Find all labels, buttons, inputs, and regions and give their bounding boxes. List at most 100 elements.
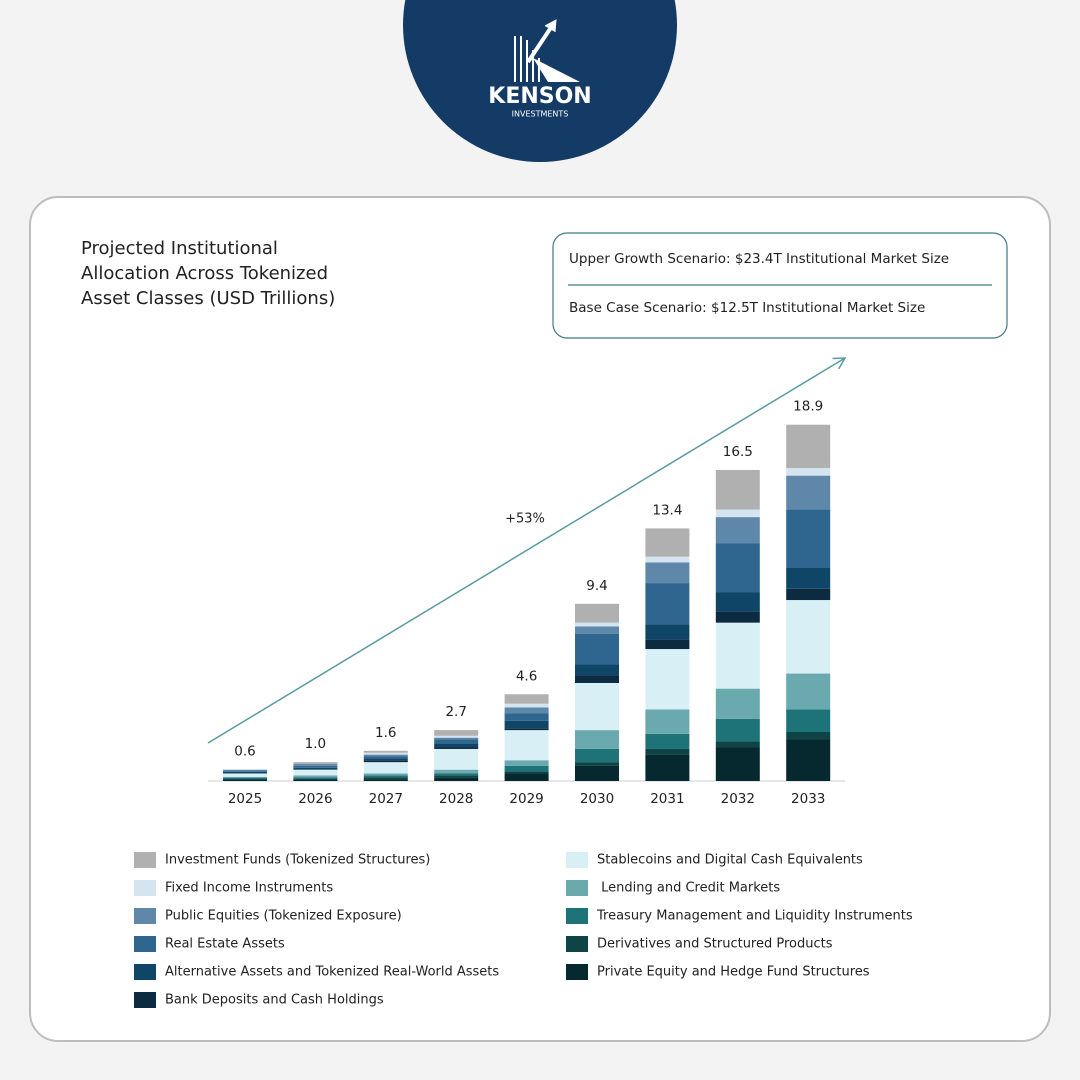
bar-segment	[575, 762, 619, 766]
legend-swatch	[134, 992, 156, 1008]
bar-segment	[434, 743, 479, 748]
logo-icon	[514, 19, 580, 82]
legend-label: Real Estate Assets	[165, 937, 285, 952]
bar-segment	[575, 626, 619, 634]
bar-segment	[715, 622, 760, 689]
legend-label: Private Equity and Hedge Fund Structures	[597, 965, 870, 980]
bar-segment	[504, 773, 549, 781]
bar-segment	[645, 624, 690, 640]
chart-title: Allocation Across Tokenized	[81, 263, 328, 284]
bar-segment	[645, 733, 690, 749]
bar-segment	[575, 675, 619, 683]
bar-segment	[715, 688, 760, 719]
bar-segment	[293, 764, 338, 766]
total-label: 13.4	[652, 502, 682, 518]
x-tick-label: 2030	[580, 791, 614, 807]
bar-segment	[363, 756, 408, 759]
bar-segment	[786, 709, 831, 732]
bar-segment	[786, 509, 831, 568]
legend-swatch	[566, 936, 588, 952]
bar-segment	[786, 731, 831, 740]
bar-segment	[504, 765, 549, 772]
bar-segment	[434, 747, 479, 749]
legend-swatch	[134, 852, 156, 868]
bar-segment	[363, 773, 408, 776]
bar-segment	[715, 718, 760, 742]
bar-segment	[786, 424, 831, 469]
bar-segment	[363, 775, 408, 778]
bar-segment	[786, 588, 831, 601]
legend-swatch	[566, 880, 588, 896]
bar-segment	[575, 682, 619, 731]
bar-segment	[363, 750, 408, 753]
bar-segment	[293, 775, 338, 778]
bar-segment	[575, 622, 619, 627]
bar-segment	[223, 777, 267, 780]
bar-segment	[363, 752, 408, 755]
bar-segment	[293, 779, 338, 781]
total-label: 4.6	[516, 668, 537, 684]
bar-segment	[786, 475, 831, 510]
legend-swatch	[134, 908, 156, 924]
bar-segment	[434, 773, 479, 776]
bar-segment	[223, 779, 267, 781]
bar-segment	[363, 762, 408, 774]
bar-segment	[504, 771, 549, 774]
total-label: 18.9	[793, 399, 823, 415]
logo-name: KENSON	[488, 84, 591, 109]
legend-swatch	[134, 964, 156, 980]
x-tick-label: 2026	[298, 791, 332, 807]
bar-segment	[645, 562, 690, 584]
bar-segment	[434, 730, 479, 736]
bar-segment	[645, 639, 690, 650]
bar-segment	[645, 709, 690, 734]
bar-segment	[715, 469, 760, 510]
bar-segment	[504, 694, 549, 704]
bar-segment	[645, 556, 690, 563]
bar-segment	[715, 611, 760, 623]
bar-segment	[363, 754, 408, 757]
legend-label: Alternative Assets and Tokenized Real-Wo…	[165, 965, 499, 980]
legend-label: Lending and Credit Markets	[597, 881, 780, 896]
legend-label: Derivatives and Structured Products	[597, 937, 833, 952]
bar-segment	[293, 765, 338, 768]
bar-segment	[434, 775, 479, 778]
x-tick-label: 2031	[650, 791, 684, 807]
legend-label: Investment Funds (Tokenized Structures)	[165, 853, 430, 868]
bar-segment	[575, 748, 619, 763]
bar-segment	[293, 769, 338, 776]
logo-tagline: INVESTMENTS	[512, 110, 569, 119]
total-label: 0.6	[234, 744, 255, 760]
legend-swatch	[134, 936, 156, 952]
bar-segment	[434, 735, 479, 738]
bar-segment	[575, 765, 619, 781]
x-tick-label: 2032	[721, 791, 755, 807]
bar-segment	[363, 779, 408, 781]
bar-segment	[715, 741, 760, 748]
bar-segment	[575, 664, 619, 676]
bar-segment	[434, 748, 479, 770]
bar-segment	[645, 583, 690, 625]
legend-swatch	[566, 908, 588, 924]
bar-segment	[434, 737, 479, 740]
legend-label: Stablecoins and Digital Cash Equivalents	[597, 853, 863, 868]
bar-segment	[434, 777, 479, 781]
chart-title: Asset Classes (USD Trillions)	[81, 288, 335, 309]
bar-segment	[715, 747, 760, 781]
total-label: 2.7	[445, 704, 466, 720]
bar-segment	[363, 760, 408, 763]
bar-segment	[786, 739, 831, 781]
bar-segment	[645, 649, 690, 710]
bar-segment	[223, 773, 267, 778]
annotation: +53%	[505, 512, 545, 527]
bar-segment	[786, 673, 831, 710]
bar-segment	[575, 633, 619, 665]
x-tick-label: 2027	[369, 791, 403, 807]
legend-label: Treasury Management and Liquidity Instru…	[596, 909, 913, 924]
bar-segment	[293, 762, 338, 765]
bar-segment	[504, 707, 549, 714]
bar-segment	[786, 600, 831, 674]
bar-segment	[223, 769, 267, 772]
legend-swatch	[566, 852, 588, 868]
